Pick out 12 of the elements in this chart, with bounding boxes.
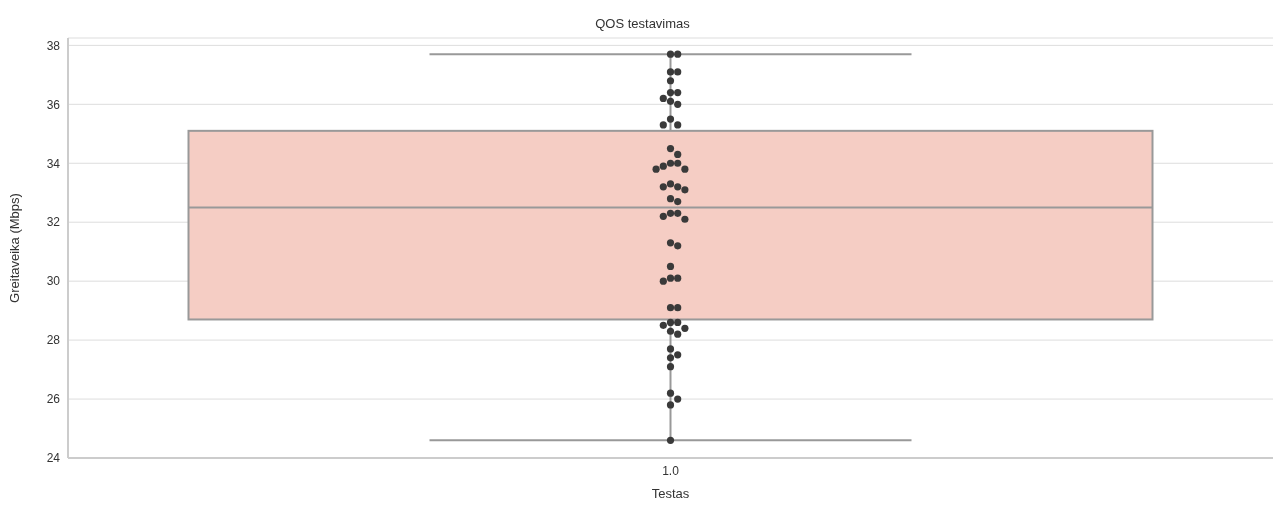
x-tick-label: 1.0 xyxy=(662,463,680,478)
y-axis-title: Greitaveika (Mbps) xyxy=(6,193,22,303)
y-tick-label: 36 xyxy=(46,97,61,112)
chart-title: QOS testavimas xyxy=(594,16,691,31)
y-tick-label: 30 xyxy=(46,274,61,289)
y-tick-label: 26 xyxy=(46,392,61,407)
y-tick-label: 38 xyxy=(46,38,61,53)
y-tick-label: 28 xyxy=(46,333,61,348)
x-axis-title: Testas xyxy=(651,486,690,501)
y-tick-label: 24 xyxy=(46,451,61,466)
y-tick-label: 32 xyxy=(46,215,61,230)
y-tick-label: 34 xyxy=(46,156,61,171)
